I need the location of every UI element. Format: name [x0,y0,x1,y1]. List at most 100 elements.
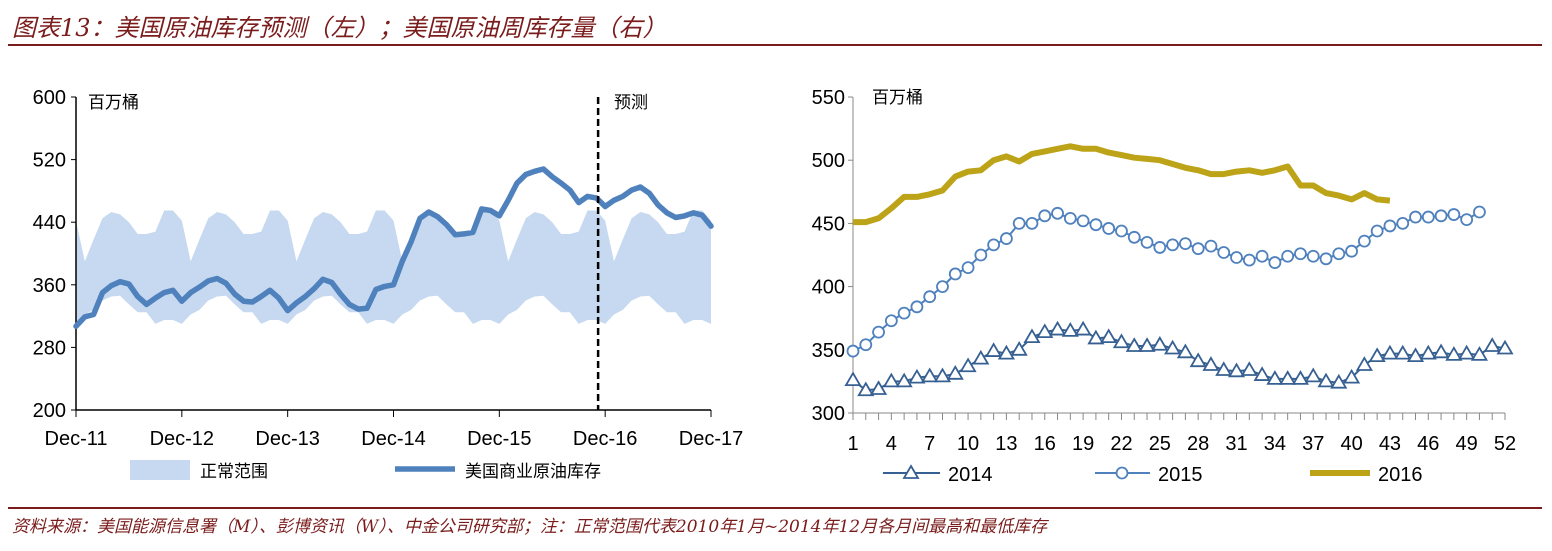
series-2015-point [846,344,860,358]
series-2015-point [1345,244,1358,258]
series-2015-point [1421,210,1435,224]
series-2014-point [946,365,964,380]
series-2014-point [1445,346,1463,361]
series-2015-point [1217,246,1231,259]
series-2015-point [1115,224,1128,238]
right-x-tick-label: 46 [1417,433,1439,455]
series-2014-point [1215,361,1233,376]
right-x-tick-label: 52 [1494,433,1516,455]
series-2014-point [1227,362,1246,378]
series-2014-point [1483,337,1501,352]
series-2014-point [908,368,926,384]
legend-inventory-label: 美国商业原油库存 [465,462,601,482]
series-2014-point [1164,339,1182,355]
forecast-label: 预测 [614,93,648,113]
inventory-line [73,166,714,330]
right-unit-label: 百万桶 [872,88,923,108]
series-2014-point [1470,346,1488,361]
normal-range-band [76,210,711,324]
series-2014-point [1406,347,1425,363]
right-x-tick-label: 16 [1034,433,1056,455]
right-x-tick-label: 4 [886,433,897,455]
series-2015-point [1178,237,1192,251]
series-2015-point [884,314,898,328]
series-2014-point [1112,333,1131,349]
right-x-tick-label: 49 [1456,433,1478,455]
series-2014-point [933,367,952,383]
series-2014-point [1061,322,1079,337]
series-2015-point [974,248,988,262]
series-2014-point [921,367,939,383]
figure-title: 图表13：美国原油库存预测（左）；美国原油周库存量（右） [12,14,667,42]
legend-2014-label: 2014 [948,464,993,486]
series-2015-point [961,261,975,275]
series-2015-point [1230,251,1243,264]
series-2015-point [1012,216,1026,230]
series-2014-point [1496,339,1514,355]
series-2015-point [1460,213,1474,227]
series-2014-point [1279,370,1297,385]
series-2014-point [1023,328,1041,344]
series-2014-point [1036,323,1054,339]
right-x-tick-label: 37 [1302,433,1324,455]
series-2015-point [1268,256,1282,269]
series-2015-point [1306,249,1320,263]
series-2015-point [987,238,1001,252]
right-y-tick-label: 400 [812,277,845,299]
series-2015-point [1025,216,1039,230]
left-x-tick-label: Dec-15 [467,428,531,450]
footer-source-note: 资料来源：美国能源信息署（M）、彭博资讯（W）、中金公司研究部；注：正常范围代表… [12,517,1049,537]
series-2014-point [1291,370,1310,385]
series-2015-point [872,325,885,339]
series-2015-point [1255,249,1269,263]
series-2014-point [1266,370,1284,385]
series-2014-point [1048,320,1067,336]
series-2014-point [844,371,862,387]
series-2015-point [1281,249,1295,263]
series-2014-point [972,349,990,365]
series-2014-point [985,342,1003,357]
left-y-tick-label: 440 [33,212,66,234]
left-x-tick-label: Dec-13 [255,428,319,450]
legend-2016-label: 2016 [1378,464,1423,486]
series-2014-point [1432,343,1450,359]
series-2014-point [959,357,977,373]
series-2016-line [853,143,1391,226]
left-x-tick-label: Dec-14 [361,428,425,450]
series-2014-point [1138,337,1156,352]
legend-2015-circle-icon [1115,466,1129,480]
series-2015-point [1370,224,1384,238]
series-2014-point [1087,329,1105,345]
series-2015-point [1357,234,1371,248]
left-y-tick-label: 280 [33,337,66,359]
series-2015-point [1166,238,1180,252]
series-2015-point [1191,242,1205,256]
series-2014-point [895,372,913,388]
series-2014-point [1368,347,1386,363]
right-x-tick-label: 1 [847,433,858,455]
right-x-tick-label: 28 [1187,433,1209,455]
series-2015-line [852,211,1480,352]
right-y-tick-label: 300 [812,403,845,425]
series-2015-point [1319,252,1333,266]
series-2015-point [897,306,911,320]
series-2015-point [1447,208,1461,221]
right-y-tick-label: 350 [812,340,845,362]
legend-normal-range-label: 正常范围 [200,462,268,482]
left-y-tick-label: 200 [33,400,66,422]
series-2015-point [1153,241,1167,254]
series-2014-point [1010,341,1028,356]
right-x-tick-label: 7 [924,433,935,455]
left-x-tick-label: Dec-11 [45,428,108,450]
series-2015-point [923,290,937,304]
series-2015-point [1051,206,1064,220]
series-2015-point [1000,232,1013,245]
series-2014-point [997,344,1015,360]
series-2014-point [1151,335,1169,351]
series-2015-point [1242,253,1256,267]
left-y-tick-label: 360 [33,275,66,297]
series-2014-point [1330,373,1348,389]
series-2015-point [1409,210,1422,224]
